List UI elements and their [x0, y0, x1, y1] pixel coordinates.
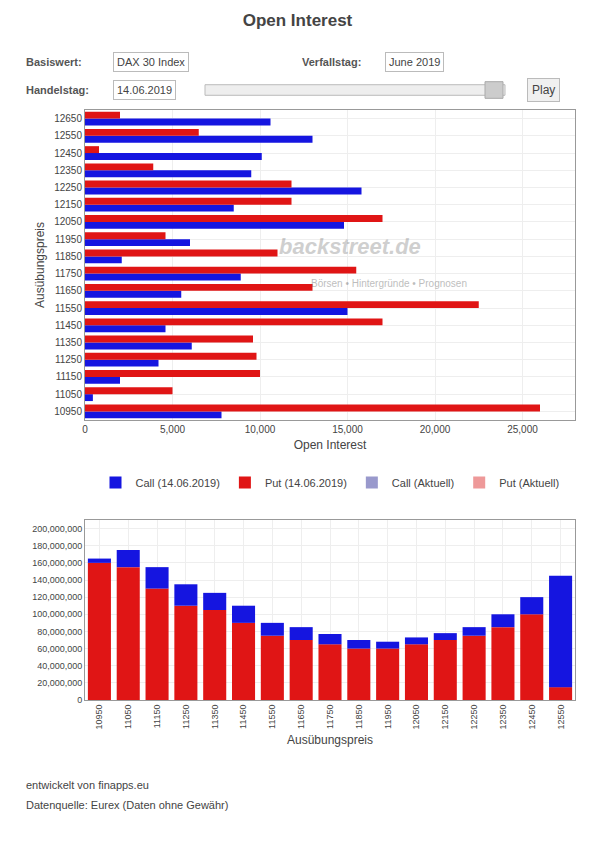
svg-text:12650: 12650: [54, 113, 82, 124]
svg-text:40,000,000: 40,000,000: [37, 661, 82, 671]
svg-text:10950: 10950: [54, 406, 82, 417]
svg-text:25,000: 25,000: [507, 424, 538, 435]
svg-text:60,000,000: 60,000,000: [37, 644, 82, 654]
svg-text:Börsen • Hintergründe • Progno: Börsen • Hintergründe • Prognosen: [311, 278, 467, 289]
svg-text:11150: 11150: [152, 705, 162, 729]
svg-text:180,000,000: 180,000,000: [32, 541, 82, 551]
svg-text:11550: 11550: [267, 705, 277, 729]
svg-text:Call (14.06.2019): Call (14.06.2019): [136, 477, 220, 489]
svg-text:11550: 11550: [55, 303, 83, 314]
svg-text:11950: 11950: [55, 234, 83, 245]
svg-text:12050: 12050: [411, 705, 421, 730]
svg-text:Basiswert:: Basiswert:: [26, 56, 82, 68]
svg-text:11450: 11450: [55, 320, 83, 331]
svg-text:11050: 11050: [123, 705, 133, 729]
svg-text:0: 0: [77, 695, 82, 705]
svg-text:0: 0: [82, 424, 88, 435]
svg-text:15,000: 15,000: [332, 424, 363, 435]
svg-text:11650: 11650: [55, 285, 83, 296]
svg-text:11150: 11150: [56, 371, 83, 382]
svg-text:12450: 12450: [54, 148, 82, 159]
svg-text:Put (Aktuell): Put (Aktuell): [499, 477, 559, 489]
svg-text:200,000,000: 200,000,000: [32, 524, 82, 534]
svg-text:10,000: 10,000: [245, 424, 276, 435]
svg-text:160,000,000: 160,000,000: [32, 558, 82, 568]
svg-text:11750: 11750: [55, 268, 83, 279]
svg-text:Handelstag:: Handelstag:: [26, 84, 89, 96]
svg-text:11050: 11050: [55, 389, 83, 400]
svg-text:11350: 11350: [210, 705, 220, 729]
svg-text:11950: 11950: [383, 705, 393, 729]
svg-text:10950: 10950: [94, 705, 104, 730]
svg-text:11750: 11750: [325, 705, 335, 729]
svg-text:June 2019: June 2019: [389, 56, 440, 68]
svg-text:12550: 12550: [556, 705, 566, 730]
svg-text:Datenquelle: Eurex (Daten ohne: Datenquelle: Eurex (Daten ohne Gewähr): [26, 799, 228, 811]
svg-text:11650: 11650: [296, 705, 306, 729]
svg-text:Open Interest: Open Interest: [243, 11, 353, 30]
svg-text:12150: 12150: [440, 705, 450, 730]
svg-text:100,000,000: 100,000,000: [32, 609, 82, 619]
svg-text:entwickelt von finapps.eu: entwickelt von finapps.eu: [26, 779, 149, 791]
svg-text:Play: Play: [532, 83, 555, 97]
svg-text:12050: 12050: [54, 216, 82, 227]
svg-text:14.06.2019: 14.06.2019: [117, 84, 172, 96]
svg-text:11850: 11850: [55, 251, 83, 262]
svg-text:Open Interest: Open Interest: [294, 438, 367, 452]
svg-text:12150: 12150: [54, 199, 82, 210]
svg-text:12450: 12450: [527, 705, 537, 730]
svg-text:Call (Aktuell): Call (Aktuell): [392, 477, 454, 489]
svg-text:5,000: 5,000: [160, 424, 185, 435]
svg-text:11850: 11850: [354, 705, 364, 729]
svg-text:12250: 12250: [54, 182, 82, 193]
svg-text:20,000: 20,000: [420, 424, 451, 435]
svg-text:120,000,000: 120,000,000: [32, 592, 82, 602]
svg-text:12350: 12350: [54, 165, 82, 176]
svg-text:20,000,000: 20,000,000: [37, 678, 82, 688]
svg-text:11250: 11250: [181, 705, 191, 729]
svg-text:DAX 30 Index: DAX 30 Index: [117, 56, 185, 68]
svg-text:80,000,000: 80,000,000: [37, 627, 82, 637]
svg-text:Ausübungspreis: Ausübungspreis: [33, 222, 47, 308]
svg-text:12550: 12550: [54, 130, 82, 141]
svg-text:11350: 11350: [55, 337, 83, 348]
svg-text:140,000,000: 140,000,000: [32, 575, 82, 585]
svg-text:12250: 12250: [469, 705, 479, 730]
svg-text:11250: 11250: [55, 354, 83, 365]
svg-text:Ausübungspreis: Ausübungspreis: [287, 733, 373, 747]
svg-text:11450: 11450: [238, 705, 248, 729]
svg-text:Put (14.06.2019): Put (14.06.2019): [265, 477, 347, 489]
svg-text:backstreet.de: backstreet.de: [279, 234, 421, 259]
svg-text:12350: 12350: [498, 705, 508, 730]
svg-text:Verfallstag:: Verfallstag:: [302, 56, 361, 68]
